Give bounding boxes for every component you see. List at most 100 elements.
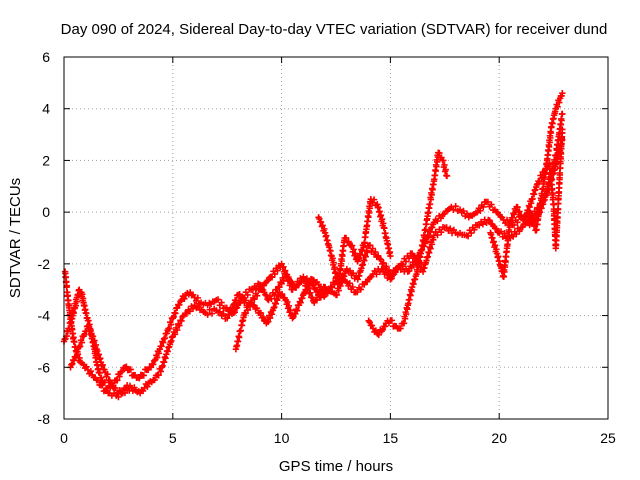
data-point: [538, 174, 545, 182]
series-markers: [61, 268, 133, 401]
data-point: [415, 263, 422, 271]
data-point: [194, 294, 202, 302]
data-point: [516, 208, 523, 215]
data-point: [371, 267, 378, 275]
data-point: [416, 259, 423, 266]
data-point: [441, 161, 448, 169]
data-point: [285, 275, 293, 283]
data-point: [316, 293, 323, 300]
data-point: [242, 310, 249, 317]
data-point: [230, 300, 238, 308]
data-point: [340, 272, 348, 280]
data-point: [79, 291, 86, 298]
data-point: [480, 203, 487, 211]
data-point: [284, 298, 291, 306]
data-point: [176, 322, 183, 329]
data-point: [296, 298, 304, 305]
data-point: [317, 218, 325, 226]
x-tick-label: 25: [600, 430, 616, 446]
data-point: [287, 307, 294, 314]
data-point: [375, 331, 382, 339]
data-point: [151, 376, 158, 384]
data-point: [271, 270, 278, 278]
data-point: [440, 157, 447, 164]
data-point: [368, 322, 376, 329]
series-markers: [67, 136, 566, 397]
data-point: [547, 129, 555, 137]
data-point: [204, 311, 211, 318]
data-point: [74, 351, 82, 358]
data-point: [160, 339, 167, 346]
data-point: [397, 325, 404, 332]
data-point: [402, 310, 410, 318]
y-tick-label: -2: [38, 256, 51, 272]
y-tick-label: -8: [38, 411, 51, 427]
data-point: [157, 368, 165, 375]
data-point: [366, 241, 374, 249]
data-point: [419, 242, 426, 249]
data-point: [369, 245, 376, 252]
data-point: [426, 200, 434, 208]
data-point: [297, 299, 304, 306]
data-point: [377, 256, 385, 263]
data-point: [244, 306, 252, 314]
data-point: [370, 196, 378, 203]
data-point: [554, 103, 561, 110]
data-point: [559, 90, 566, 97]
data-point: [442, 166, 449, 173]
data-point: [463, 210, 471, 217]
data-point: [104, 370, 111, 378]
data-point: [471, 226, 478, 233]
data-point: [223, 304, 230, 312]
data-point: [155, 350, 163, 357]
data-point: [407, 292, 414, 299]
data-point: [497, 228, 505, 235]
data-point: [346, 280, 353, 287]
data-point: [558, 117, 565, 124]
data-point: [206, 306, 213, 313]
data-point: [427, 245, 434, 252]
data-point: [78, 339, 86, 346]
data-point: [76, 354, 83, 362]
data-point: [280, 277, 287, 284]
data-point: [361, 257, 368, 264]
data-point: [127, 366, 134, 373]
data-point: [153, 354, 161, 361]
data-point: [333, 291, 341, 299]
data-point: [118, 368, 126, 375]
data-point: [259, 313, 267, 321]
data-point: [476, 222, 483, 229]
data-point: [140, 372, 147, 379]
data-point: [402, 258, 410, 265]
data-point: [388, 270, 396, 278]
data-point: [372, 248, 379, 256]
data-point: [235, 334, 243, 341]
y-tick-label: 6: [42, 49, 50, 65]
data-point: [177, 298, 184, 305]
data-point: [158, 343, 165, 350]
data-point: [349, 283, 356, 291]
data-point: [350, 246, 357, 253]
data-point: [81, 331, 88, 338]
data-point: [268, 274, 276, 281]
data-point: [167, 321, 175, 328]
data-point: [208, 310, 216, 317]
data-point: [373, 271, 380, 278]
data-point: [477, 207, 484, 214]
data-point: [287, 280, 294, 287]
data-point: [434, 217, 441, 225]
data-point: [428, 241, 436, 248]
data-point: [479, 220, 487, 228]
data-point: [306, 290, 313, 297]
plot-frame: [63, 56, 609, 420]
data-point: [484, 198, 492, 206]
data-point: [178, 317, 185, 325]
data-point: [116, 373, 123, 380]
data-point: [488, 201, 495, 208]
data-point: [381, 323, 389, 330]
data-point: [321, 225, 328, 233]
data-point: [387, 252, 394, 260]
x-tick-label: 5: [169, 430, 177, 446]
data-point: [443, 224, 450, 231]
data-point: [242, 297, 250, 304]
